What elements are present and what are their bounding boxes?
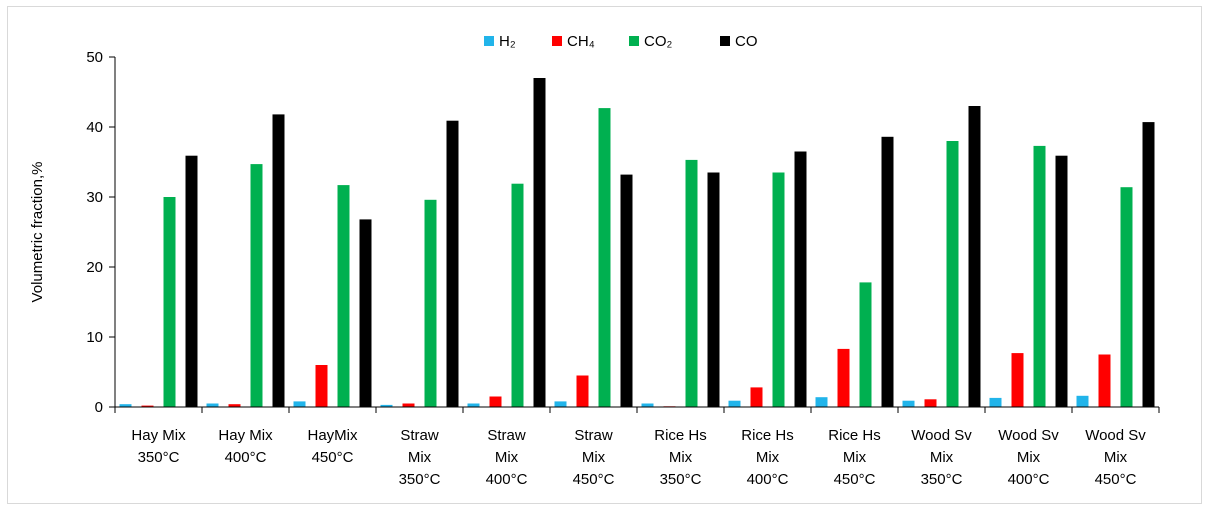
bar [1033, 145, 1046, 407]
y-tick-label: 30 [86, 189, 103, 206]
x-category-label: Rice Hs Mix 350°C [654, 427, 707, 488]
bar [141, 405, 154, 407]
bar [119, 404, 132, 407]
legend-swatch [552, 36, 562, 46]
bar [380, 404, 393, 407]
bar [185, 155, 198, 407]
bar [337, 185, 350, 407]
bar [946, 141, 959, 407]
bar [489, 396, 502, 407]
y-axis: 0 10 20 30 40 50 [86, 49, 116, 416]
bar [794, 151, 807, 407]
legend-swatch [484, 36, 494, 46]
bar [272, 114, 285, 408]
y-tick-label: 40 [86, 119, 103, 136]
x-category-label: Straw Mix 400°C [486, 427, 528, 488]
legend-swatch [629, 36, 639, 46]
bar [707, 172, 720, 407]
bar [881, 136, 894, 408]
bar [315, 365, 328, 407]
bar [250, 164, 263, 407]
bar [641, 403, 654, 407]
x-category-label: Hay Mix 400°C [218, 427, 273, 466]
bar [576, 375, 589, 407]
bar [815, 397, 828, 407]
bar [1098, 354, 1111, 407]
legend: H₂ CH₄ CO₂ CO [484, 33, 758, 50]
bar [467, 403, 480, 407]
bar [902, 400, 915, 407]
bar [446, 120, 459, 407]
bar [1055, 155, 1068, 407]
x-category-label: Straw Mix 450°C [573, 427, 615, 488]
chart-frame: H₂ CH₄ CO₂ CO 0 10 20 30 40 50 Hay Mix 350°C Hay M… [7, 6, 1202, 504]
bar [206, 403, 219, 407]
bar [1076, 395, 1089, 407]
bar [163, 197, 176, 407]
y-axis-title: Volumetric fraction,% [29, 162, 46, 303]
legend-swatch [720, 36, 730, 46]
x-category-label: Wood Sv Mix 400°C [998, 427, 1059, 488]
y-tick-label: 50 [86, 49, 103, 66]
bar [989, 397, 1002, 407]
x-category-label: Wood Sv Mix 450°C [1085, 427, 1146, 488]
bar [620, 174, 633, 407]
y-tick-label: 0 [95, 399, 103, 416]
legend-label: CH₄ [567, 33, 595, 50]
x-category-label: Rice Hs Mix 450°C [828, 427, 881, 488]
x-category-label: Straw Mix 350°C [399, 427, 441, 488]
legend-label: H₂ [499, 33, 516, 50]
bar [924, 399, 937, 407]
bar [728, 400, 741, 407]
x-category-label: Wood Sv Mix 350°C [911, 427, 972, 488]
bar [968, 106, 981, 407]
bar [228, 404, 241, 407]
bar [511, 183, 524, 407]
legend-label: CO [735, 33, 758, 50]
bar [402, 403, 415, 407]
y-tick-label: 10 [86, 329, 103, 346]
y-tick-label: 20 [86, 259, 103, 276]
bar [293, 401, 306, 407]
x-category-label: Rice Hs Mix 400°C [741, 427, 794, 488]
bar [859, 282, 872, 407]
bar [1011, 353, 1024, 407]
bar [772, 172, 785, 407]
bar [685, 159, 698, 407]
bar [554, 401, 567, 407]
x-category-label: Hay Mix 350°C [131, 427, 186, 466]
bar [750, 387, 763, 407]
x-axis: Hay Mix 350°C Hay Mix 400°C HayMix 450°C Straw… [114, 406, 1160, 488]
bar [598, 108, 611, 407]
bars [119, 78, 1155, 408]
bar [1120, 187, 1133, 407]
bar [837, 348, 850, 407]
x-category-label: HayMix 450°C [307, 427, 358, 466]
bar [533, 78, 546, 407]
bar [424, 199, 437, 407]
bar [1142, 122, 1155, 407]
legend-label: CO₂ [644, 33, 673, 50]
bar [359, 219, 372, 407]
